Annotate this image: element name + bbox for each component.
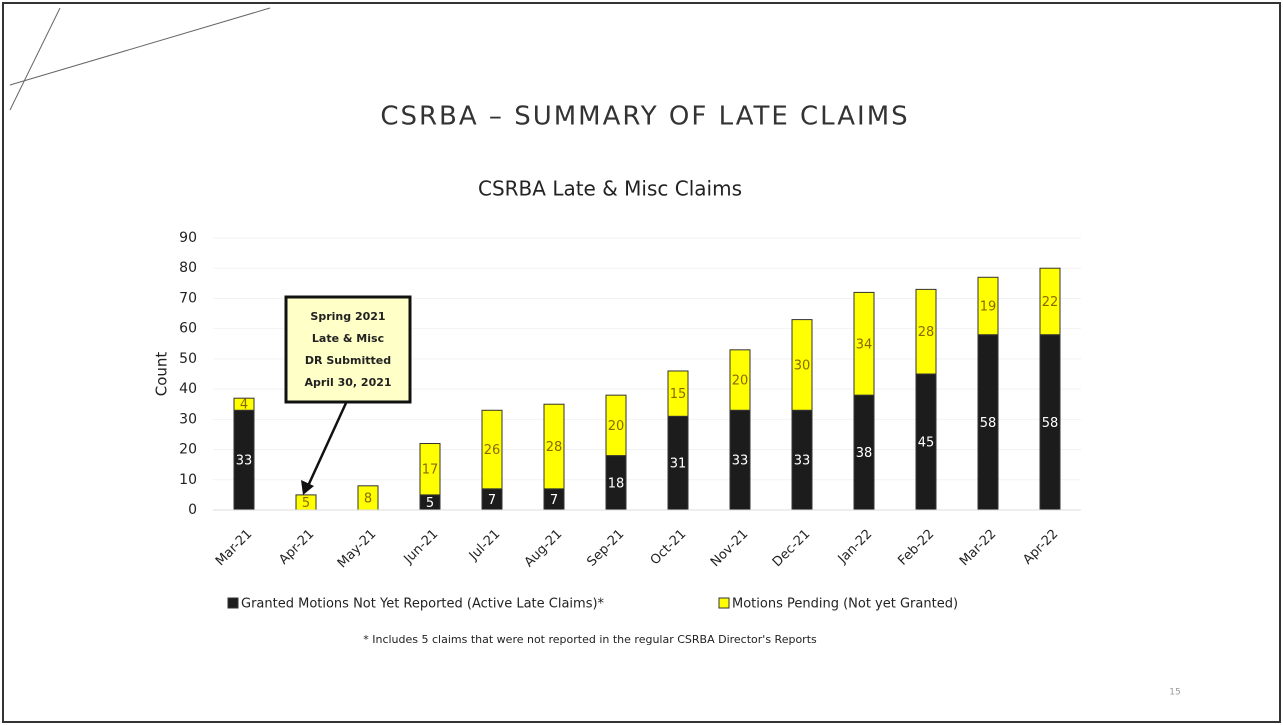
slide-title: CSRBA – SUMMARY OF LATE CLAIMS [380,102,909,132]
bar-segment [1039,267,1061,336]
data-label: 20 [732,374,749,389]
data-label: 34 [856,337,873,352]
data-label: 33 [794,454,811,469]
annotation-text: DR Submitted [305,354,391,367]
bar-segment [729,349,751,411]
data-label: 28 [918,325,935,340]
decoration [9,7,61,111]
data-label: 30 [794,358,811,373]
bar-segment [543,403,565,490]
data-label: 33 [732,454,749,469]
annotation-arrowhead [301,480,314,495]
y-tick-label: 20 [179,442,197,458]
data-label: 4 [240,398,248,413]
legend-swatch [227,597,239,609]
bar-segment [853,291,875,396]
y-tick-label: 30 [179,411,197,427]
bar-segment [605,394,627,457]
data-label: 5 [302,496,310,511]
data-label: 17 [422,463,439,478]
annotation-text: Spring 2021 [310,310,385,323]
data-label: 38 [856,446,873,461]
y-tick-label: 0 [188,502,197,518]
data-label: 22 [1042,295,1059,310]
data-label: 45 [918,436,935,451]
data-label: 26 [484,443,501,458]
data-label: 58 [1042,416,1059,431]
annotation-text: April 30, 2021 [304,376,391,389]
annotation-arrow [306,402,348,487]
legend-label: Granted Motions Not Yet Reported (Active… [241,597,605,612]
data-label: 7 [488,493,496,508]
annotation-box [284,295,412,404]
data-label: 33 [236,454,253,469]
y-tick-label: 10 [179,472,197,488]
data-label: 7 [550,493,558,508]
y-tick-label: 80 [179,260,197,276]
data-label: 8 [364,491,372,506]
bar-segment [977,276,999,336]
data-label: 19 [980,300,997,315]
bar-segment [915,288,937,375]
legend-swatch [718,597,730,609]
y-tick-label: 50 [179,351,197,367]
data-label: 58 [980,416,997,431]
y-tick-label: 40 [179,381,197,397]
chart-title: CSRBA Late & Misc Claims [478,177,742,201]
data-label: 20 [608,419,625,434]
y-tick-label: 90 [179,230,197,246]
bar-segment [233,397,255,411]
bar-segment [419,443,441,496]
decoration [9,7,271,86]
annotation-text: Late & Misc [312,332,384,345]
bar-segment [667,370,689,417]
page-number: 15 [1169,688,1180,698]
legend-label: Motions Pending (Not yet Granted) [732,597,958,612]
data-label: 31 [670,457,687,472]
data-label: 15 [670,387,687,402]
bar-segment [481,409,503,490]
data-label: 18 [608,476,625,491]
bar-segment [791,319,813,411]
y-tick-label: 70 [179,290,197,306]
footnote: * Includes 5 claims that were not report… [363,633,817,646]
data-label: 28 [546,440,563,455]
y-axis-label: Count [153,352,171,397]
y-tick-label: 60 [179,321,197,337]
data-label: 5 [426,496,434,511]
